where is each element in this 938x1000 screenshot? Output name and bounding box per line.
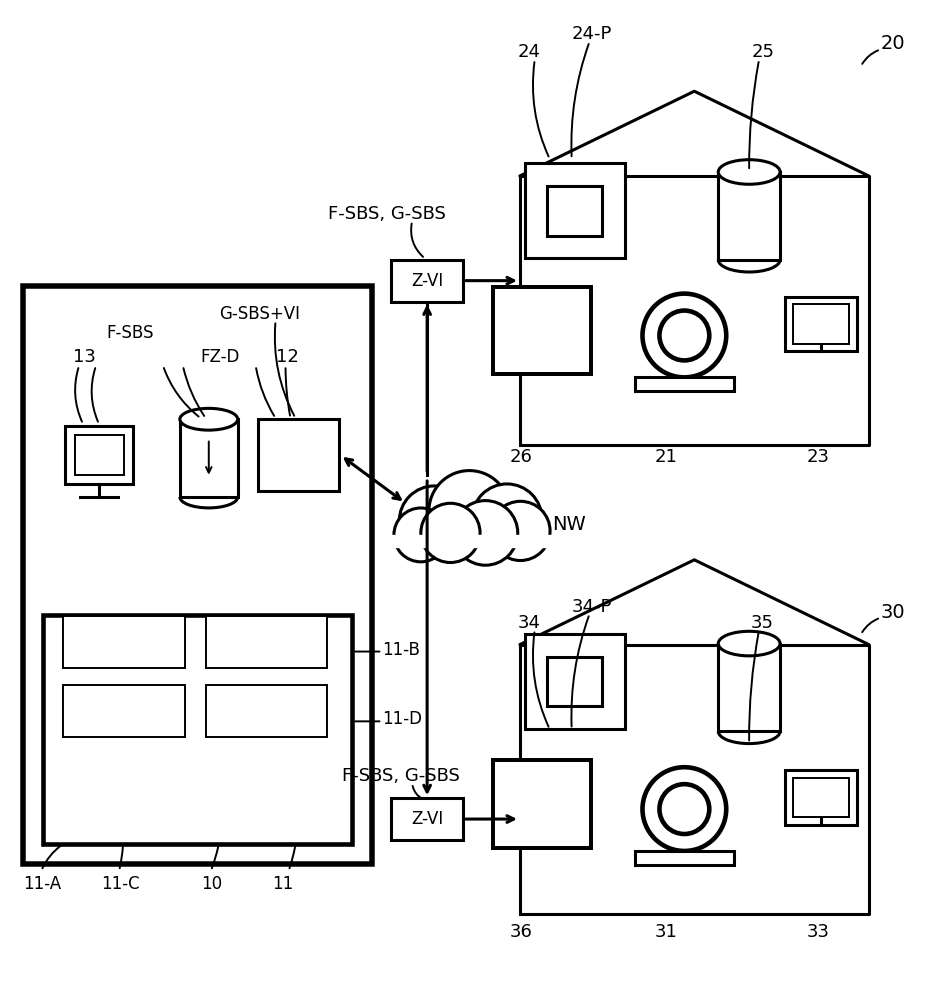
Bar — [547, 186, 602, 236]
Bar — [391, 260, 463, 302]
Text: 36: 36 — [510, 923, 533, 941]
Text: 20: 20 — [881, 34, 905, 53]
Bar — [180, 419, 237, 497]
Text: 11-A: 11-A — [23, 875, 62, 893]
Bar — [258, 419, 340, 491]
Text: 21: 21 — [655, 448, 677, 466]
Text: 35: 35 — [751, 614, 774, 632]
Text: 23: 23 — [807, 448, 830, 466]
Bar — [793, 778, 849, 817]
Text: F-SBS: F-SBS — [106, 324, 154, 342]
Bar — [66, 426, 133, 484]
Bar — [785, 770, 856, 825]
Text: F-SBS, G-SBS: F-SBS, G-SBS — [342, 767, 461, 785]
Circle shape — [400, 486, 469, 556]
Bar — [719, 644, 780, 731]
Bar — [63, 616, 185, 668]
Text: 13: 13 — [73, 348, 96, 366]
Text: 11-D: 11-D — [383, 710, 422, 728]
Bar — [493, 760, 591, 848]
Text: G-SBS+VI: G-SBS+VI — [219, 305, 300, 323]
Bar — [43, 615, 353, 844]
Text: 34: 34 — [518, 614, 541, 632]
Ellipse shape — [719, 631, 780, 656]
Text: 11-C: 11-C — [101, 875, 140, 893]
Circle shape — [659, 311, 709, 360]
Text: Z-VI: Z-VI — [411, 272, 444, 290]
Text: 12: 12 — [276, 348, 298, 366]
Text: 30: 30 — [881, 603, 905, 622]
Ellipse shape — [719, 160, 780, 184]
Circle shape — [394, 508, 447, 562]
Ellipse shape — [180, 408, 237, 430]
Bar — [205, 616, 327, 668]
Text: 25: 25 — [751, 43, 774, 61]
Text: FZ-D: FZ-D — [201, 348, 240, 366]
Circle shape — [453, 501, 518, 565]
Text: 24-P: 24-P — [571, 25, 613, 43]
Text: 10: 10 — [201, 875, 222, 893]
Circle shape — [659, 784, 709, 834]
Bar — [525, 163, 625, 258]
Text: 31: 31 — [655, 923, 677, 941]
Text: F-SBS, G-SBS: F-SBS, G-SBS — [328, 205, 446, 223]
Bar — [391, 798, 463, 840]
Text: 26: 26 — [510, 448, 533, 466]
Bar — [205, 685, 327, 737]
Bar — [634, 851, 734, 865]
Text: 34-P: 34-P — [571, 598, 613, 616]
Text: Z-VI: Z-VI — [411, 810, 444, 828]
Circle shape — [472, 484, 542, 554]
Bar — [75, 435, 124, 475]
Text: 24: 24 — [518, 43, 541, 61]
Bar — [525, 634, 625, 729]
Bar — [63, 685, 185, 737]
Circle shape — [643, 294, 726, 377]
Bar — [493, 287, 591, 374]
Circle shape — [643, 767, 726, 851]
Text: 33: 33 — [807, 923, 830, 941]
Bar — [634, 377, 734, 391]
Bar — [547, 657, 602, 706]
Bar — [23, 286, 372, 864]
Circle shape — [429, 471, 509, 551]
Circle shape — [491, 501, 550, 561]
Text: 11: 11 — [273, 875, 294, 893]
Bar — [719, 172, 780, 260]
Circle shape — [421, 503, 480, 563]
Bar — [793, 304, 849, 344]
Text: 11-B: 11-B — [383, 641, 420, 659]
Bar — [785, 297, 856, 351]
Text: NW: NW — [552, 515, 585, 534]
